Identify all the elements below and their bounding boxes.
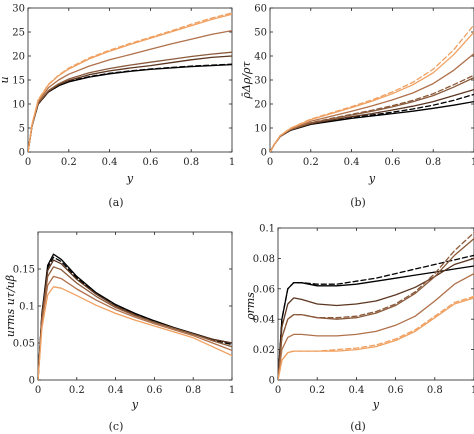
y-tick-label: 5 (19, 124, 25, 135)
series-line (28, 63, 232, 152)
x-tick-label: 1 (471, 157, 474, 168)
x-tick-label: 0.4 (102, 157, 118, 168)
x-tick-label: 0.4 (344, 157, 360, 168)
panel-caption: (c) (109, 420, 124, 433)
y-tick-label: 30 (12, 4, 25, 15)
series-line (28, 12, 232, 152)
series-line (28, 51, 232, 152)
x-tick-label: 0.6 (388, 385, 404, 396)
x-tick-label: 0.8 (185, 385, 201, 396)
x-tick-label: 0.4 (348, 385, 364, 396)
y-axis-label: ρrms (244, 292, 257, 321)
axes-frame (269, 7, 474, 153)
y-tick-label: 0 (269, 376, 275, 387)
y-axis-label: u (0, 76, 11, 83)
y-tick-label: 60 (254, 4, 267, 15)
series-line (278, 272, 474, 380)
x-tick-label: 0.2 (69, 385, 85, 396)
series-line (28, 29, 232, 152)
series-group (278, 231, 474, 380)
y-tick-label: 20 (254, 100, 267, 111)
x-axis-label: y (126, 172, 134, 185)
x-tick-label: 0.8 (183, 157, 199, 168)
panel-caption: (d) (350, 420, 366, 433)
x-tick-label: 0.4 (108, 385, 124, 396)
series-line (38, 286, 232, 380)
x-tick-label: 0.8 (425, 157, 441, 168)
x-tick-label: 0 (35, 385, 41, 396)
axes-frame (277, 227, 474, 381)
y-tick-label: 0.02 (253, 345, 275, 356)
y-tick-label: 10 (12, 100, 25, 111)
y-tick-label: 0.05 (13, 339, 35, 350)
x-axis-label: y (131, 398, 139, 411)
x-tick-label: 0.8 (427, 385, 443, 396)
series-group (28, 12, 232, 152)
x-tick-label: 0 (25, 157, 31, 168)
series-group (270, 24, 474, 152)
x-tick-label: 0 (267, 157, 273, 168)
y-tick-label: 0.1 (259, 224, 275, 235)
series-line (38, 275, 232, 380)
panel-caption: (b) (350, 196, 366, 209)
x-tick-label: 1 (471, 385, 474, 396)
y-tick-label: 20 (12, 52, 25, 63)
series-group (38, 253, 232, 380)
x-tick-label: 0.2 (309, 385, 325, 396)
chart-panel: 0 0.2 0.4 0.6 0.8 1 0 0.05 0.1 0.15 y urms uτ/uβ (c) (4, 231, 235, 433)
y-tick-label: 0.06 (253, 284, 275, 295)
y-axis-label: ρ̄Δρ/ρτ (240, 61, 253, 100)
chart-panel: 00.20.40.60.810102030405060yρ̄Δρ/ρτ(b) (240, 4, 474, 209)
x-axis-label: y (368, 172, 376, 185)
y-tick-label: 0.04 (253, 315, 275, 326)
x-axis-label: y (372, 398, 380, 411)
chart-panel: 0 0.2 0.4 0.6 0.8 1 0 0.02 0.04 0.06 0.08 0.1 y ρrms (… (244, 224, 474, 433)
x-tick-label: 0.6 (384, 157, 400, 168)
series-line (270, 24, 474, 152)
chart-panel: 00.20.40.60.81051015202530yu(a) (0, 4, 235, 210)
y-tick-label: 40 (254, 52, 267, 63)
y-axis-label: urms uτ/uβ (4, 275, 17, 337)
x-tick-label: 0.2 (61, 157, 77, 168)
y-tick-label: 30 (254, 76, 267, 87)
y-tick-label: 10 (254, 124, 267, 135)
y-tick-label: 15 (12, 76, 25, 87)
y-tick-label: 0.1 (19, 302, 35, 313)
y-tick-label: 50 (254, 28, 267, 39)
series-line (28, 55, 232, 152)
series-line (270, 88, 474, 152)
x-tick-label: 0.2 (303, 157, 319, 168)
series-line (38, 266, 232, 380)
x-tick-label: 1 (229, 157, 235, 168)
x-tick-label: 0.6 (142, 157, 158, 168)
y-tick-label: 0.15 (13, 265, 35, 276)
axes-frame (37, 231, 233, 381)
y-tick-label: 0.08 (253, 254, 275, 265)
series-line (278, 237, 474, 380)
series-line (278, 297, 474, 380)
x-tick-label: 0.6 (146, 385, 162, 396)
y-tick-label: 0 (19, 148, 25, 159)
series-line (38, 256, 232, 380)
y-tick-label: 25 (12, 28, 25, 39)
series-line (28, 63, 232, 152)
series-line (278, 295, 474, 380)
x-tick-label: 1 (229, 385, 235, 396)
x-tick-label: 0 (275, 385, 281, 396)
series-line (278, 254, 474, 380)
series-line (278, 257, 474, 380)
series-line (278, 231, 474, 380)
y-tick-label: 0 (261, 148, 267, 159)
y-tick-label: 0 (29, 376, 35, 387)
panel-caption: (a) (108, 196, 123, 209)
